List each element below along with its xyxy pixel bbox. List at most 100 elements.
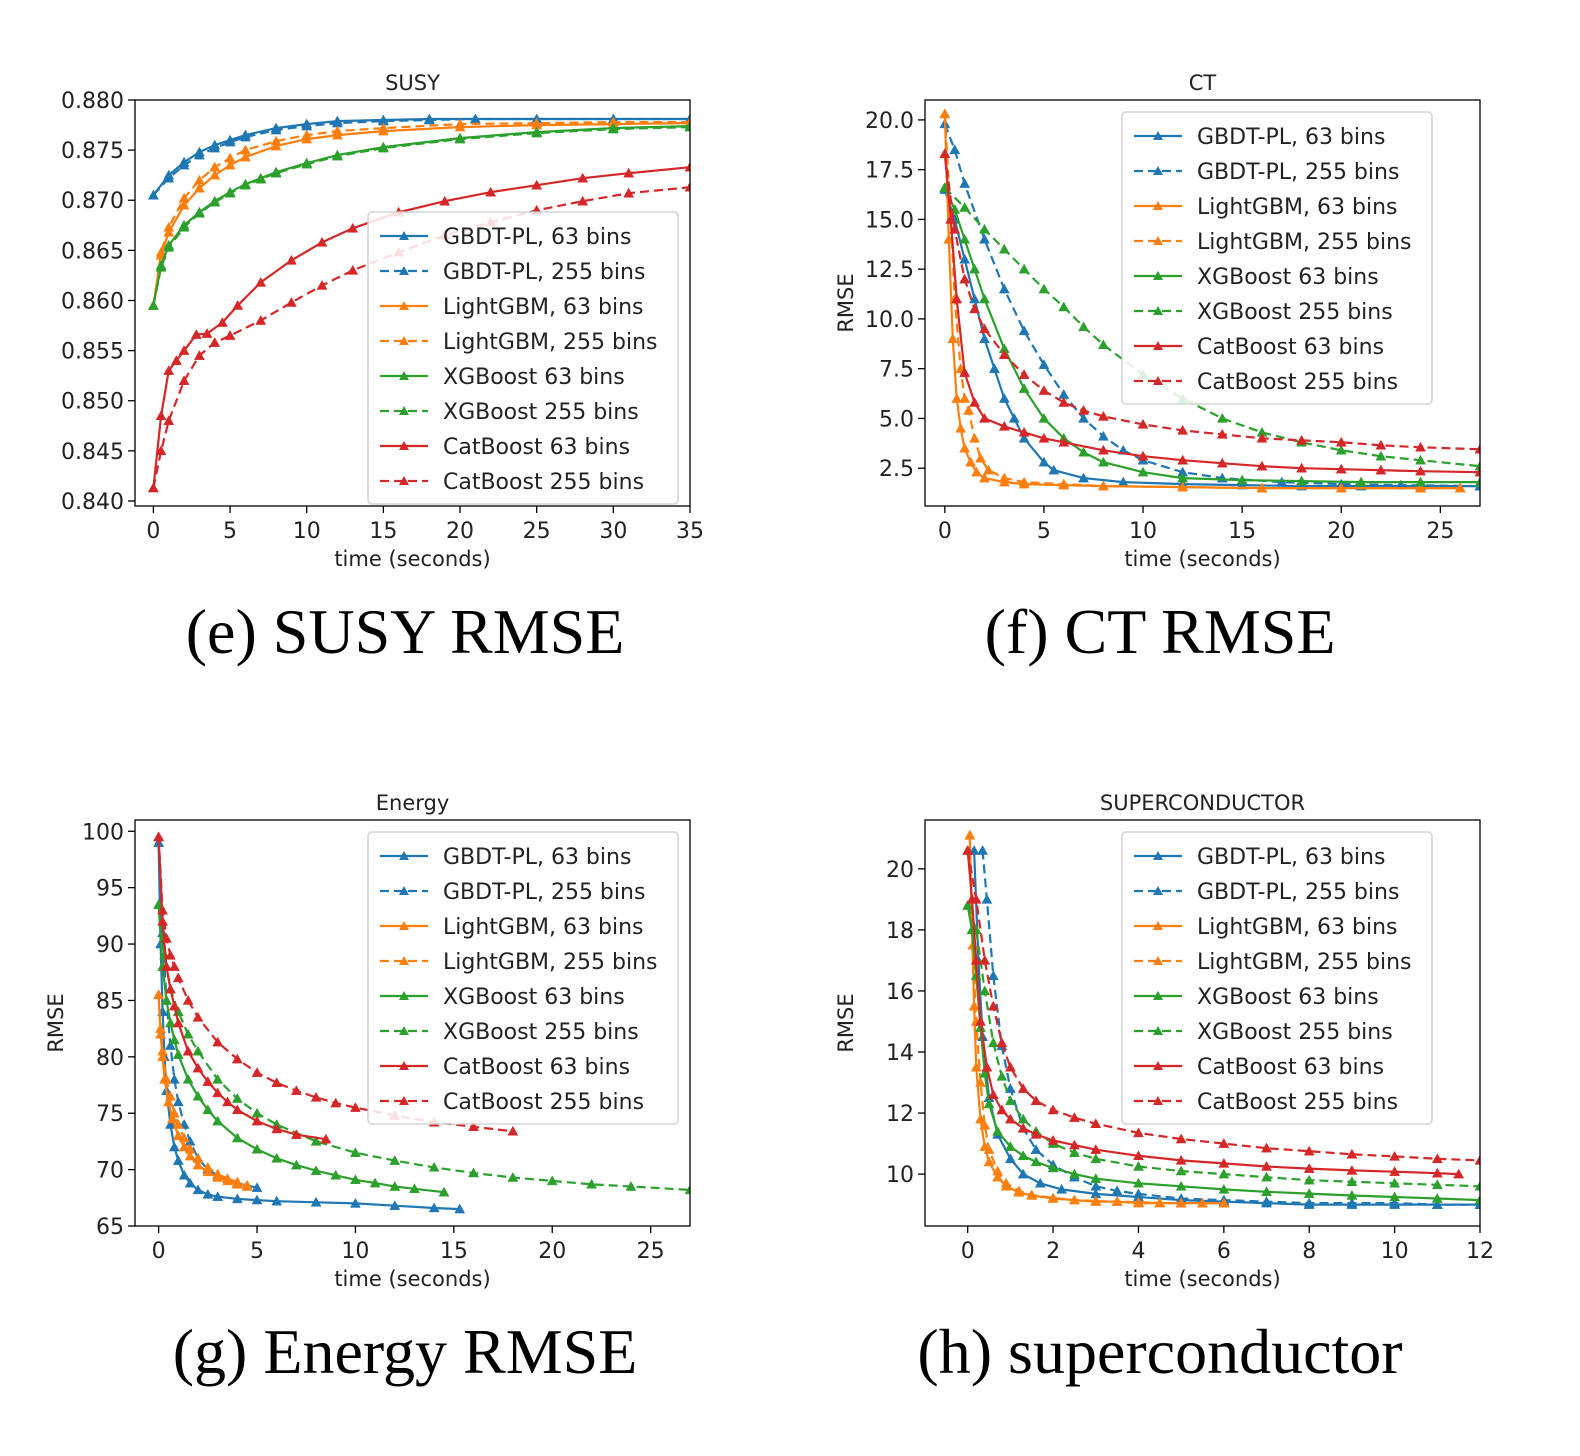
data-point-gbdt-pl-255-bins <box>193 149 205 160</box>
data-point-xgboost-255-bins <box>1058 301 1070 312</box>
series-line-xgboost-63-bins <box>966 905 1480 1202</box>
series-line-catboost-63-bins <box>966 850 1459 1176</box>
data-point-catboost-63-bins <box>945 213 957 224</box>
caption-e: (e) SUSY RMSE <box>185 596 625 667</box>
data-point-catboost-63-bins <box>1047 1135 1059 1145</box>
y-tick-label: 70 <box>96 1159 124 1184</box>
y-tick-label: 5.0 <box>879 407 914 432</box>
data-point-gbdt-pl-255-bins <box>165 1040 176 1050</box>
data-point-lightgbm-255-bins <box>212 1168 224 1179</box>
data-point-lightgbm-63-bins <box>192 1159 204 1170</box>
y-tick-label: 20.0 <box>865 109 914 134</box>
x-tick-label: 5 <box>1037 519 1051 544</box>
data-point-catboost-255-bins <box>1004 1061 1016 1072</box>
y-axis-label: RMSE <box>834 993 858 1052</box>
data-point-xgboost-63-bins <box>212 1115 224 1126</box>
data-point-catboost-63-bins <box>1097 444 1109 455</box>
data-point-xgboost-255-bins <box>1474 1180 1480 1191</box>
data-point-lightgbm-255-bins <box>454 118 466 129</box>
data-point-xgboost-255-bins <box>1431 1179 1443 1190</box>
data-point-gbdt-pl-255-bins <box>1431 1199 1443 1209</box>
x-tick-label: 0 <box>961 1239 975 1264</box>
data-point-catboost-63-bins <box>1030 1128 1042 1139</box>
data-point-catboost-63-bins <box>1216 457 1228 468</box>
data-point-lightgbm-255-bins <box>270 135 282 146</box>
data-point-catboost-255-bins <box>1431 1153 1443 1164</box>
legend-entry-lightgbm-63-bins: LightGBM, 63 bins <box>443 915 643 940</box>
data-point-gbdt-pl-255-bins <box>1097 430 1109 441</box>
data-point-xgboost-63-bins <box>182 1073 194 1084</box>
data-point-xgboost-255-bins <box>301 158 313 169</box>
data-point-catboost-63-bins <box>1175 1154 1187 1165</box>
legend-marker <box>399 1026 409 1035</box>
series-line-lightgbm-63-bins <box>152 122 690 306</box>
legend-entry-xgboost-63-bins: XGBoost 63 bins <box>1197 265 1379 290</box>
data-point-lightgbm-255-bins <box>178 192 190 203</box>
data-point-catboost-255-bins <box>987 1000 999 1011</box>
data-point-lightgbm-63-bins <box>209 169 221 180</box>
data-point-catboost-63-bins <box>1058 436 1070 447</box>
y-tick-label: 75 <box>96 1102 124 1127</box>
data-point-xgboost-255-bins <box>586 1178 598 1189</box>
data-point-catboost-255-bins <box>1090 1118 1102 1128</box>
series-line-xgboost-255-bins <box>944 186 1480 468</box>
data-point-catboost-255-bins <box>285 296 297 307</box>
data-point-xgboost-63-bins <box>969 263 980 274</box>
legend-entry-lightgbm-255-bins: LightGBM, 255 bins <box>1197 950 1411 975</box>
legend-marker <box>399 336 409 345</box>
data-point-catboost-63-bins <box>192 1062 204 1073</box>
data-point-xgboost-63-bins <box>1133 1177 1144 1188</box>
data-point-lightgbm-255-bins <box>155 1023 167 1033</box>
legend <box>367 211 679 505</box>
data-point-catboost-255-bins <box>1261 1142 1272 1153</box>
legend-entry-lightgbm-255-bins: LightGBM, 255 bins <box>443 330 657 355</box>
data-point-xgboost-255-bins <box>270 167 282 178</box>
data-point-catboost-255-bins <box>979 323 990 334</box>
data-point-catboost-63-bins <box>155 410 167 421</box>
data-point-lightgbm-63-bins <box>270 140 282 151</box>
y-tick-label: 0.855 <box>61 340 124 365</box>
data-point-lightgbm-255-bins <box>1000 1177 1012 1188</box>
y-axis-label: RMSE <box>834 273 858 332</box>
data-point-xgboost-255-bins <box>1078 321 1089 332</box>
data-point-xgboost-255-bins <box>310 1135 322 1146</box>
data-point-catboost-255-bins <box>316 279 328 290</box>
data-point-catboost-255-bins <box>1018 369 1030 379</box>
data-point-catboost-63-bins <box>161 961 172 971</box>
data-point-xgboost-255-bins <box>1335 444 1347 455</box>
data-point-xgboost-63-bins <box>1137 466 1149 477</box>
legend-entry-lightgbm-63-bins: LightGBM, 63 bins <box>443 295 643 320</box>
data-point-catboost-63-bins <box>951 293 963 304</box>
data-point-gbdt-pl-63-bins <box>212 1191 224 1201</box>
data-point-lightgbm-255-bins <box>1111 1196 1123 1206</box>
data-point-catboost-255-bins <box>959 273 971 284</box>
data-point-catboost-255-bins <box>1078 404 1089 415</box>
data-point-xgboost-63-bins <box>161 994 172 1005</box>
data-point-xgboost-63-bins <box>1261 1186 1272 1197</box>
data-point-catboost-63-bins <box>1068 1139 1080 1150</box>
data-point-gbdt-pl-63-bins <box>192 1184 204 1195</box>
legend-entry-gbdt-pl-63-bins: GBDT-PL, 63 bins <box>443 225 631 250</box>
legend-marker <box>399 886 409 895</box>
data-point-catboost-255-bins <box>224 330 236 340</box>
data-point-lightgbm-63-bins <box>184 1150 196 1161</box>
legend-marker <box>399 956 409 965</box>
data-point-gbdt-pl-63-bins <box>271 1195 283 1206</box>
x-tick-label: 20 <box>446 519 474 544</box>
data-point-catboost-255-bins <box>147 482 159 493</box>
data-point-xgboost-63-bins <box>330 1169 342 1180</box>
data-point-catboost-255-bins <box>1047 1104 1059 1115</box>
data-point-lightgbm-255-bins <box>983 464 994 475</box>
x-tick-label: 6 <box>1217 1239 1231 1264</box>
plot-frame <box>924 99 1481 507</box>
data-point-xgboost-255-bins <box>231 1093 243 1103</box>
legend-entry-lightgbm-63-bins: LightGBM, 63 bins <box>1197 915 1397 940</box>
y-tick-label: 0.880 <box>61 89 124 114</box>
data-point-gbdt-pl-255-bins <box>209 142 221 153</box>
data-point-gbdt-pl-255-bins <box>163 172 175 183</box>
data-point-gbdt-pl-63-bins <box>979 333 990 344</box>
data-point-gbdt-pl-255-bins <box>1111 1185 1123 1196</box>
legend-entry-gbdt-pl-255-bins: GBDT-PL, 255 bins <box>443 260 645 285</box>
data-point-xgboost-63-bins <box>1296 475 1308 486</box>
data-point-lightgbm-255-bins <box>165 1090 176 1101</box>
